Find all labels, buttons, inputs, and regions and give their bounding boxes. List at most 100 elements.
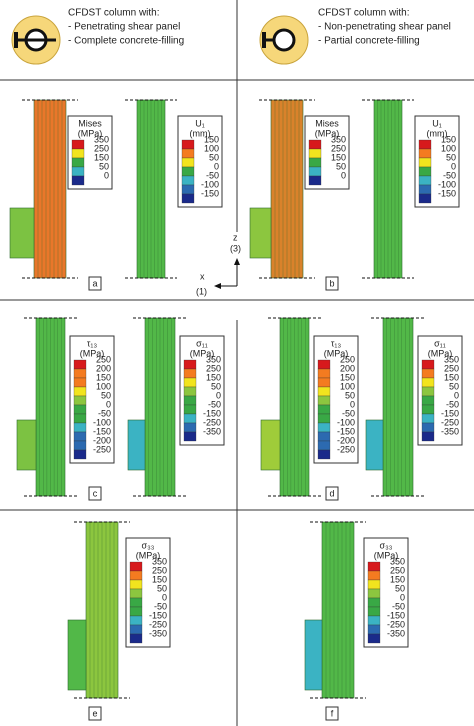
legend-label: -150 bbox=[203, 408, 221, 418]
legend-title: σ₁₁ bbox=[434, 338, 446, 348]
panel-letter: d bbox=[329, 488, 334, 498]
legend-title: σ₃₃ bbox=[142, 540, 155, 550]
legend-title: τ₁₃ bbox=[87, 338, 98, 348]
axis-label: z bbox=[233, 232, 238, 242]
legend-label: 250 bbox=[152, 565, 167, 575]
legend-label: 50 bbox=[157, 583, 167, 593]
header-text: - Complete concrete-filling bbox=[68, 36, 184, 47]
legend-label: 350 bbox=[331, 134, 346, 144]
legend-swatch bbox=[421, 395, 435, 406]
panel-letter: c bbox=[93, 488, 98, 498]
legend-label: -50 bbox=[154, 601, 167, 611]
legend-swatch bbox=[73, 395, 87, 406]
legend-swatch bbox=[73, 386, 87, 397]
legend-label: 50 bbox=[449, 381, 459, 391]
legend-label: 150 bbox=[152, 574, 167, 584]
legend-title: Mises bbox=[78, 118, 102, 128]
legend-swatch bbox=[421, 359, 435, 370]
icon-left bbox=[11, 15, 61, 65]
legend-swatch bbox=[317, 440, 331, 451]
legend-title: (MPa) bbox=[374, 550, 399, 560]
legend-title: (MPa) bbox=[190, 348, 215, 358]
legend-label: 100 bbox=[441, 143, 456, 153]
legend-swatch bbox=[367, 588, 381, 599]
legend-label: 350 bbox=[206, 354, 221, 364]
legend-label: 150 bbox=[94, 152, 109, 162]
header-text: - Penetrating shear panel bbox=[68, 22, 180, 33]
legend-label: -200 bbox=[93, 435, 111, 445]
legend-title: (MPa) bbox=[324, 348, 349, 358]
legend-swatch bbox=[129, 606, 143, 617]
legend-swatch bbox=[129, 597, 143, 608]
panel-letter-box bbox=[325, 706, 339, 721]
legend-swatch bbox=[308, 157, 322, 168]
legend-label: -350 bbox=[149, 628, 167, 638]
legend-label: -100 bbox=[337, 417, 355, 427]
legend-swatch bbox=[418, 139, 432, 150]
legend-label: -100 bbox=[93, 417, 111, 427]
legend-swatch bbox=[129, 615, 143, 626]
legend-label: -350 bbox=[387, 628, 405, 638]
legend-label: 150 bbox=[340, 372, 355, 382]
legend-label: -100 bbox=[201, 179, 219, 189]
legend-swatch bbox=[183, 368, 197, 379]
legend-swatch bbox=[308, 166, 322, 177]
legend-swatch bbox=[181, 148, 195, 159]
legend-label: 50 bbox=[345, 390, 355, 400]
legend-label: 200 bbox=[96, 363, 111, 373]
legend-label: -50 bbox=[208, 399, 221, 409]
legend-label: 0 bbox=[216, 390, 221, 400]
legend-label: 100 bbox=[96, 381, 111, 391]
legend-label: -250 bbox=[387, 619, 405, 629]
legend-swatch bbox=[367, 579, 381, 590]
legend-title: U₁ bbox=[432, 118, 442, 128]
legend-swatch bbox=[73, 413, 87, 424]
legend-swatch bbox=[421, 386, 435, 397]
legend-label: 350 bbox=[444, 354, 459, 364]
legend-label: 0 bbox=[400, 592, 405, 602]
legend-title: σ₃₃ bbox=[380, 540, 393, 550]
legend-label: 50 bbox=[99, 161, 109, 171]
legend-title: (MPa) bbox=[136, 550, 161, 560]
legend-title: (MPa) bbox=[80, 348, 105, 358]
legend-swatch bbox=[183, 431, 197, 442]
legend-label: 100 bbox=[204, 143, 219, 153]
legend-label: -150 bbox=[387, 610, 405, 620]
legend-label: 0 bbox=[214, 161, 219, 171]
legend-title: U₁ bbox=[195, 118, 205, 128]
legend-label: -50 bbox=[342, 408, 355, 418]
legend-title: τ₁₃ bbox=[331, 338, 342, 348]
legend-label: 50 bbox=[209, 152, 219, 162]
legend-swatch bbox=[317, 368, 331, 379]
legend-swatch bbox=[317, 359, 331, 370]
legend-swatch bbox=[308, 148, 322, 159]
legend-title: (mm) bbox=[190, 128, 211, 138]
legend-label: -250 bbox=[203, 417, 221, 427]
legend-swatch bbox=[418, 193, 432, 204]
legend-title: (MPa) bbox=[78, 128, 103, 138]
legend-label: 250 bbox=[331, 143, 346, 153]
legend-swatch bbox=[181, 184, 195, 195]
legend-label: -150 bbox=[441, 408, 459, 418]
legend-swatch bbox=[183, 395, 197, 406]
legend-swatch bbox=[183, 404, 197, 415]
legend-label: 50 bbox=[446, 152, 456, 162]
legend-label: 250 bbox=[340, 354, 355, 364]
legend-swatch bbox=[317, 377, 331, 388]
legend-swatch bbox=[367, 615, 381, 626]
legend-swatch bbox=[418, 184, 432, 195]
legend-swatch bbox=[421, 368, 435, 379]
shear-panel bbox=[365, 419, 384, 471]
legend-swatch bbox=[367, 570, 381, 581]
legend-label: 50 bbox=[211, 381, 221, 391]
legend-label: 0 bbox=[454, 390, 459, 400]
shear-panel bbox=[249, 207, 272, 259]
axis-indicator bbox=[214, 258, 240, 289]
shear-panel bbox=[127, 419, 146, 471]
legend-swatch bbox=[71, 157, 85, 168]
panel-letter-box bbox=[88, 706, 102, 721]
legend-swatch bbox=[317, 413, 331, 424]
legend-label: 50 bbox=[101, 390, 111, 400]
shear-panel bbox=[67, 619, 87, 691]
